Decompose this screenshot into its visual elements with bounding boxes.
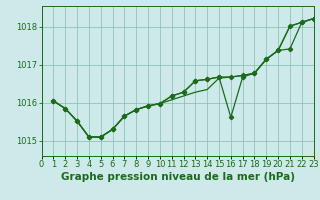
X-axis label: Graphe pression niveau de la mer (hPa): Graphe pression niveau de la mer (hPa) [60,172,295,182]
